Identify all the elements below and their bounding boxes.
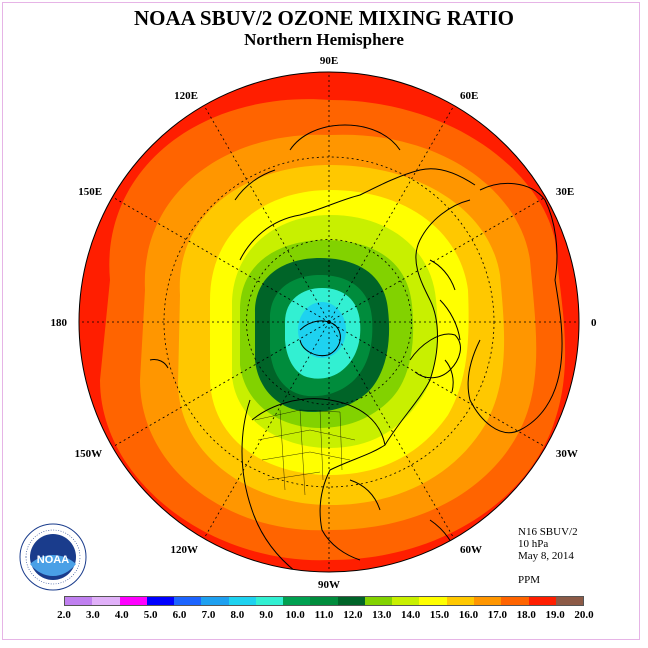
colorbar-tick-label: 7.0 [201,609,216,621]
colorbar [64,596,584,606]
colorbar-swatch [255,597,284,605]
colorbar-swatch [92,597,120,605]
colorbar-swatch [65,597,93,605]
colorbar-tick-label: 11.0 [314,609,334,621]
colorbar-swatch [473,597,502,605]
frame-border [2,2,640,640]
graticule [79,72,579,572]
colorbar-swatch [501,597,529,605]
latitude-circle [246,239,412,405]
longitude-label: 90W [318,579,340,591]
noaa-logo: NOAA [19,523,87,591]
meridian-line [203,321,330,539]
colorbar-tick-label: 4.0 [114,609,129,621]
colorbar-tick-label: 10.0 [285,609,305,621]
ozone-band-9 [298,302,346,358]
colorbar-swatch [337,597,365,605]
colorbar-tick-label: 18.0 [516,609,536,621]
longitude-label: 180 [51,317,68,329]
meridian-line [203,105,330,323]
colorbar-swatch [419,597,447,605]
colorbar-tick-label: 14.0 [401,609,421,621]
colorbar-swatch [119,597,147,605]
colorbar-tick-label: 13.0 [372,609,392,621]
logo-text: NOAA [37,554,69,566]
colorbar-tick-label: 2.0 [57,609,71,621]
colorbar-swatch [146,597,175,605]
colorbar-swatch [555,597,584,605]
colorbar-swatch [446,597,474,605]
longitude-label: 0 [591,317,597,329]
meridian-line [328,321,546,448]
state-borders [254,409,356,496]
colorbar-tick-label: 3.0 [86,609,100,621]
longitude-label: 30E [556,186,574,198]
longitude-label: 90E [320,55,338,67]
map-title: NOAA SBUV/2 OZONE MIXING RATIO [134,6,514,30]
colorbar-tick-label: 12.0 [343,609,363,621]
colorbar-ticks: 2.0 3.0 4.0 5.0 6.0 7.0 8.0 9.0 10.0 11.0 12.0 13.0… [57,609,594,623]
colorbar-tick-label: 6.0 [172,609,187,621]
longitude-label: 120E [174,90,198,102]
longitude-label: 120W [171,544,199,556]
map-boundary [78,71,580,573]
longitude-label: 150E [78,186,102,198]
meridian-line [112,321,330,448]
longitude-label: 60W [460,544,482,556]
colorbar-tick-label: 19.0 [545,609,565,621]
coastlines [149,124,563,572]
meridian-line [328,105,455,323]
meridian-line [112,196,330,323]
colorbar-tick-label: 5.0 [143,609,158,621]
colorbar-tick-label: 8.0 [230,609,245,621]
colorbar-tick-label: 20.0 [574,609,594,621]
meridian-line [328,321,455,539]
colorbar-swatch [310,597,338,605]
longitude-label: 150W [75,448,103,460]
longitude-label: 30W [556,448,578,460]
colorbar-tick-label: 9.0 [259,609,274,621]
longitude-label: 60E [460,90,478,102]
colorbar-swatch [174,597,202,605]
units-label: PPM [518,574,541,586]
longitude-labels: 90E 60E 30E 0 30W 60W 90W 120W 150W 180 150E 120E [51,55,598,591]
colorbar-tick-label: 15.0 [429,609,450,621]
satellite-label: N16 SBUV/2 [518,526,578,538]
meridian-line [328,196,546,323]
colorbar-swatch [528,597,556,605]
colorbar-swatch [283,597,311,605]
colorbar-swatch [201,597,229,605]
date-label: May 8, 2014 [518,550,574,562]
colorbar-swatch [364,597,393,605]
colorbar-swatch [392,597,420,605]
pressure-label: 10 hPa [518,538,549,550]
colorbar-tick-label: 17.0 [487,609,507,621]
map-subtitle: Northern Hemisphere [244,30,404,49]
colorbar-swatch [228,597,256,605]
colorbar-tick-label: 16.0 [458,609,479,621]
